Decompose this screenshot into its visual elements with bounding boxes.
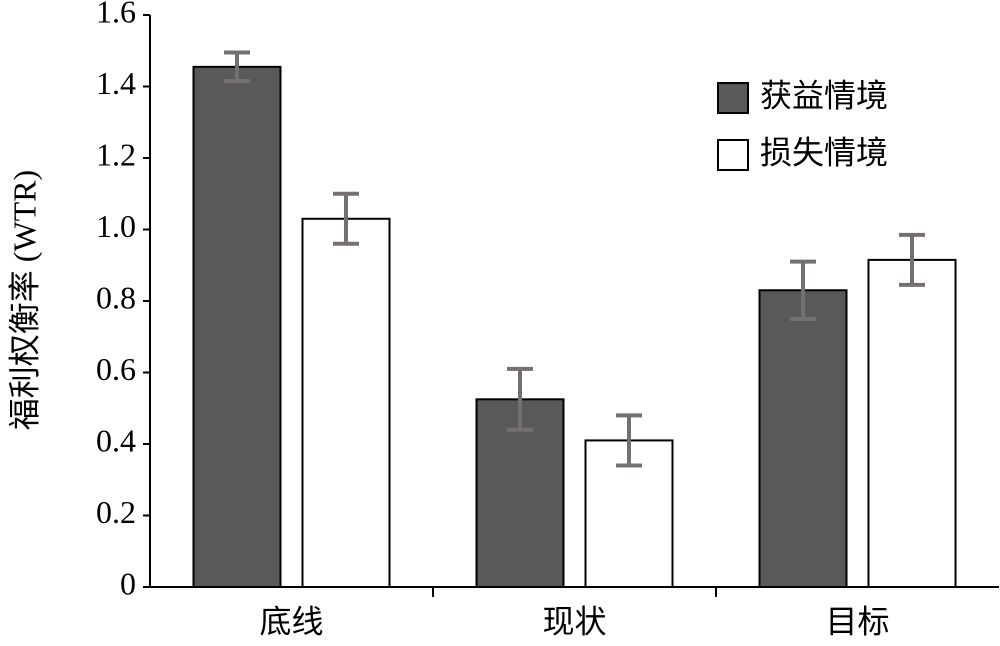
x-tick-label: 目标	[825, 603, 889, 639]
bar	[301, 217, 391, 588]
y-tick-label: 1.2	[96, 136, 136, 172]
bar	[192, 65, 282, 588]
y-tick-label: 0.6	[96, 351, 136, 387]
y-tick-label: 1.4	[96, 65, 136, 101]
y-axis-label: 福利权衡率 (WTR)	[6, 170, 42, 430]
error-bar	[507, 366, 533, 432]
legend-label: 损失情境	[760, 134, 888, 170]
legend-label: 获益情境	[760, 77, 888, 113]
x-tick-label: 底线	[259, 603, 323, 639]
error-bar	[616, 413, 642, 468]
y-tick-label: 0.4	[96, 422, 136, 458]
bar	[758, 289, 848, 588]
x-tick-label: 现状	[542, 603, 606, 639]
y-tick-label: 0	[120, 565, 136, 601]
legend-swatch	[717, 139, 749, 171]
y-tick-label: 0.8	[96, 279, 136, 315]
y-tick-label: 0.2	[96, 494, 136, 530]
error-bar	[224, 50, 250, 84]
bar	[867, 258, 957, 588]
error-bar	[333, 191, 359, 246]
legend-swatch	[717, 82, 749, 114]
error-bar	[899, 232, 925, 287]
error-bar	[790, 259, 816, 321]
y-tick-label: 1.6	[96, 0, 136, 29]
y-tick-label: 1.0	[96, 208, 136, 244]
